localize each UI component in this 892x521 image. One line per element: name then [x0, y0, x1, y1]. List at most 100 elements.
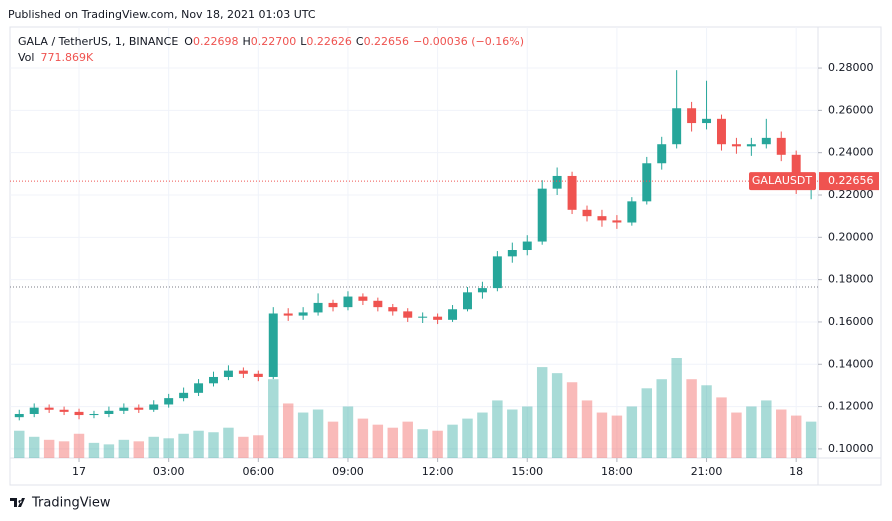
candle-body: [283, 313, 293, 316]
chart-frame: [9, 26, 882, 486]
legend-row: GALA / TetherUS, 1, BINANCE O0.22698 H0.22…: [18, 35, 524, 48]
candle-body: [403, 311, 413, 318]
candle-body: [612, 220, 622, 223]
candle-body: [477, 288, 487, 293]
volume-bar: [327, 421, 339, 458]
candle-body: [492, 256, 502, 289]
legend-ohlc-value: 0.22626: [306, 35, 352, 48]
volume-bar: [776, 409, 787, 458]
candle-body: [597, 216, 607, 221]
volume-bar: [522, 406, 533, 458]
legend-ohlc-key: H: [242, 35, 250, 48]
volume-bar: [103, 444, 115, 458]
volume-value: 771.869K: [40, 51, 93, 64]
candle-body: [119, 407, 129, 411]
volume-bar: [596, 412, 608, 458]
volume-bar: [253, 435, 264, 458]
legend-ohlc-value: 0.22700: [251, 35, 297, 48]
volume-bar: [462, 418, 473, 458]
candle-body: [672, 108, 682, 145]
volume-bar: [536, 367, 548, 458]
candle-body: [627, 201, 637, 223]
candle-body: [582, 209, 592, 217]
published-note: Published on TradingView.com, Nov 18, 20…: [8, 8, 316, 21]
brand-name: TradingView: [31, 496, 111, 511]
y-tick-label: 0.28000: [828, 61, 874, 74]
candle-body: [134, 407, 144, 410]
candle-body: [179, 392, 189, 399]
candle-body: [373, 300, 383, 308]
legend-volume: Vol 771.869K: [18, 51, 94, 64]
candle-body: [29, 407, 39, 414]
volume-bar: [282, 403, 294, 458]
y-tick-label: 0.26000: [828, 103, 874, 116]
volume-bar: [43, 439, 55, 458]
y-tick-label: 0.24000: [828, 146, 874, 159]
volume-bar: [761, 400, 772, 458]
volume-bar: [372, 424, 384, 458]
candle-body: [388, 307, 398, 312]
volume-bar: [223, 427, 234, 458]
volume-bar: [118, 439, 130, 458]
candle-body: [343, 296, 353, 308]
candle-body: [328, 302, 338, 308]
symbol-tag: [749, 172, 816, 191]
candle-body: [448, 309, 458, 320]
volume-bar: [208, 432, 219, 458]
volume-bar: [641, 388, 653, 458]
candle-body: [59, 409, 69, 412]
candle-body: [418, 316, 428, 318]
volume-bar: [312, 409, 324, 458]
volume-bar: [14, 430, 25, 458]
x-tick-label: 17: [72, 465, 86, 478]
volume-bar: [342, 406, 354, 458]
logo-icon: [10, 498, 25, 507]
volume-bar: [731, 412, 742, 458]
candle-body: [14, 413, 24, 418]
candle-body: [44, 407, 54, 410]
candle-body: [209, 376, 218, 384]
candle-body: [552, 175, 562, 189]
volume-bar: [73, 433, 85, 458]
candle-body: [507, 250, 517, 257]
candle-body: [74, 411, 84, 416]
candle-body: [164, 398, 174, 405]
candle-body: [194, 383, 204, 393]
candle-body: [642, 163, 652, 202]
volume-bar: [133, 441, 145, 458]
x-tick-label: 03:00: [153, 465, 185, 478]
legend-symbol: GALA / TetherUS, 1, BINANCE: [18, 35, 178, 48]
volume-bar: [88, 442, 100, 458]
volume-bar: [447, 424, 458, 458]
candle-body: [223, 370, 233, 377]
volume-bar: [417, 429, 428, 458]
volume-bar: [432, 430, 443, 458]
candle-body: [358, 296, 368, 301]
footer-logo: [10, 498, 25, 507]
volume-bar: [611, 415, 623, 458]
volume-bar: [746, 406, 757, 458]
volume-bar: [686, 379, 697, 458]
x-tick-label: 09:00: [332, 465, 364, 478]
volume-bar: [790, 415, 802, 458]
volume-bar: [357, 418, 369, 458]
candle-body: [89, 413, 99, 416]
volume-bar: [716, 397, 727, 458]
price-tag: [819, 172, 879, 191]
volume-bar: [626, 406, 638, 458]
symbol-tag-label: GALAUSDT: [752, 174, 812, 187]
x-tick-label: 06:00: [242, 465, 274, 478]
x-tick-label: 18:00: [601, 465, 633, 478]
volume-bar: [581, 400, 593, 458]
volume-bar: [701, 385, 712, 458]
legend-ohlc-key: L: [300, 35, 307, 48]
candle-body: [313, 302, 323, 313]
volume-bar: [656, 379, 667, 458]
candle-body: [268, 313, 278, 377]
candle-body: [149, 404, 159, 410]
legend-ohlc-key: O: [184, 35, 193, 48]
y-tick-label: 0.18000: [828, 273, 874, 286]
x-tick-label: 15:00: [511, 465, 543, 478]
legend-ohlc-value: 0.22698: [193, 35, 239, 48]
volume-bar: [566, 382, 578, 458]
